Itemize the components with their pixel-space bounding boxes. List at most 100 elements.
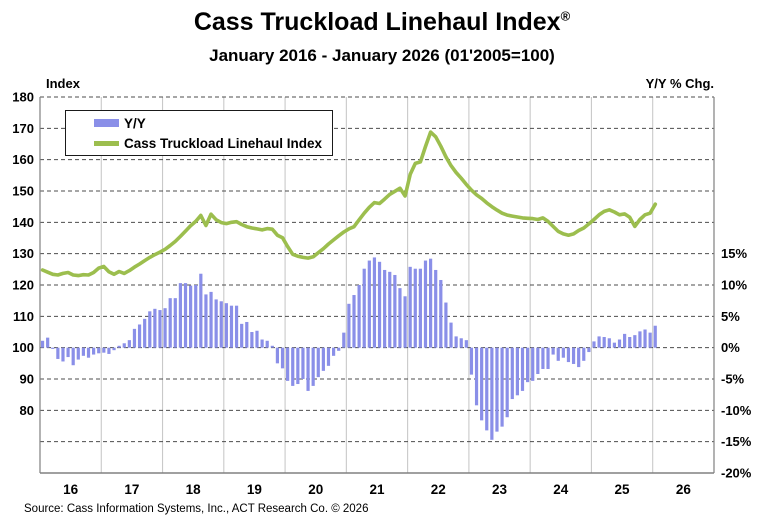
yy-bar (71, 347, 75, 366)
index-line-series (40, 130, 658, 278)
yy-bar (250, 332, 254, 348)
yy-bar (199, 273, 203, 348)
yy-bar (566, 347, 571, 363)
yy-bar (214, 299, 218, 348)
x-tick-label: 21 (369, 482, 385, 497)
yy-bar (372, 257, 377, 348)
yy-bar (40, 340, 45, 348)
yy-bar (51, 347, 55, 349)
yy-bar (137, 324, 142, 348)
yy-bar (623, 333, 627, 348)
yy-bar (189, 285, 193, 348)
yy-bar (546, 347, 550, 369)
yy-bar (495, 347, 499, 432)
yy-bar (81, 347, 85, 356)
yy-bar (265, 340, 269, 348)
yy-bar (377, 261, 382, 348)
yy-bar (337, 347, 341, 351)
yy-bar (653, 325, 657, 348)
right-tick-label: -15% (721, 434, 752, 449)
yy-bar (617, 339, 622, 348)
yy-bar (480, 347, 484, 421)
yy-bar (383, 269, 387, 348)
yy-bar (587, 347, 591, 353)
yy-bar (311, 347, 315, 386)
yy-bar (612, 342, 617, 348)
yy-bar (643, 329, 647, 348)
x-tick-label: 20 (308, 482, 323, 497)
yy-bar (408, 266, 412, 348)
yy-bar (301, 347, 305, 379)
yy-bar (153, 308, 157, 348)
legend-label-yy: Y/Y (124, 115, 146, 131)
yy-bar (449, 322, 453, 348)
x-tick-label: 16 (63, 482, 79, 497)
left-tick-label: 140 (12, 215, 34, 230)
index-line-path (40, 130, 658, 278)
yy-bar (76, 347, 80, 360)
yy-bar (464, 340, 468, 348)
right-tick-label: -20% (721, 466, 752, 481)
left-tick-label: 180 (12, 90, 34, 105)
yy-bar (86, 347, 91, 358)
right-tick-label: 0% (721, 340, 740, 355)
yy-bar (500, 347, 504, 427)
yy-bar (143, 318, 147, 348)
yy-bar (316, 347, 320, 378)
yy-bar (403, 296, 407, 348)
yy-bar (127, 340, 131, 348)
left-tick-label: 130 (12, 246, 34, 261)
horizontal-gridlines (40, 96, 714, 443)
yy-bar (107, 347, 111, 354)
yy-bar (474, 347, 479, 406)
yy-bar (505, 347, 509, 418)
yy-bar (163, 308, 167, 348)
yy-bar (633, 335, 637, 348)
left-tick-label: 90 (20, 372, 34, 387)
yy-bar (597, 336, 601, 348)
left-tick-label: 80 (20, 403, 34, 418)
yy-bar (459, 338, 463, 348)
x-axis-tick-labels: 16 17 18 19 20 21 22 23 24 25 26 (63, 482, 691, 497)
x-tick-label: 26 (676, 482, 692, 497)
yy-bar (102, 347, 106, 353)
yy-bar (398, 288, 402, 348)
yy-bar (112, 347, 116, 351)
left-axis-title: Index (46, 76, 80, 91)
index-line-swatch (94, 140, 119, 146)
yy-bar (561, 347, 565, 358)
yy-bar-swatch (94, 119, 119, 127)
right-tick-label: 5% (721, 309, 740, 324)
yy-bar (260, 339, 264, 348)
yy-bar (326, 347, 331, 366)
right-tick-label: -10% (721, 403, 752, 418)
yy-bar (367, 260, 371, 348)
yy-bar (168, 298, 172, 348)
chart-title: Cass Truckload Linehaul Index® (0, 8, 764, 37)
legend-label-index: Cass Truckload Linehaul Index (124, 135, 323, 151)
yy-bar (66, 347, 70, 358)
yy-bar (352, 295, 356, 348)
left-axis-tick-labels: 180 170 160 150 140 130 120 110 100 90 80 (12, 90, 34, 418)
yy-bar (607, 338, 611, 348)
yy-bar (418, 268, 422, 348)
yy-bar (638, 331, 642, 348)
yy-bar (444, 302, 448, 348)
yy-bar (224, 303, 228, 348)
yy-bar (429, 258, 433, 348)
yy-bar (648, 332, 652, 348)
yy-bar (510, 347, 514, 400)
yy-bar (423, 260, 428, 348)
yy-bar (97, 347, 101, 354)
yy-bar (413, 268, 417, 348)
yy-bar (347, 303, 351, 348)
yy-bar (571, 347, 576, 364)
yy-bar (46, 337, 50, 348)
legend-box: Y/Y Cass Truckload Linehaul Index (65, 110, 333, 156)
yy-bar (56, 347, 60, 359)
yy-bar (551, 347, 555, 355)
yy-bar (520, 347, 525, 391)
yy-bar (204, 294, 208, 348)
yy-bar (602, 337, 606, 348)
